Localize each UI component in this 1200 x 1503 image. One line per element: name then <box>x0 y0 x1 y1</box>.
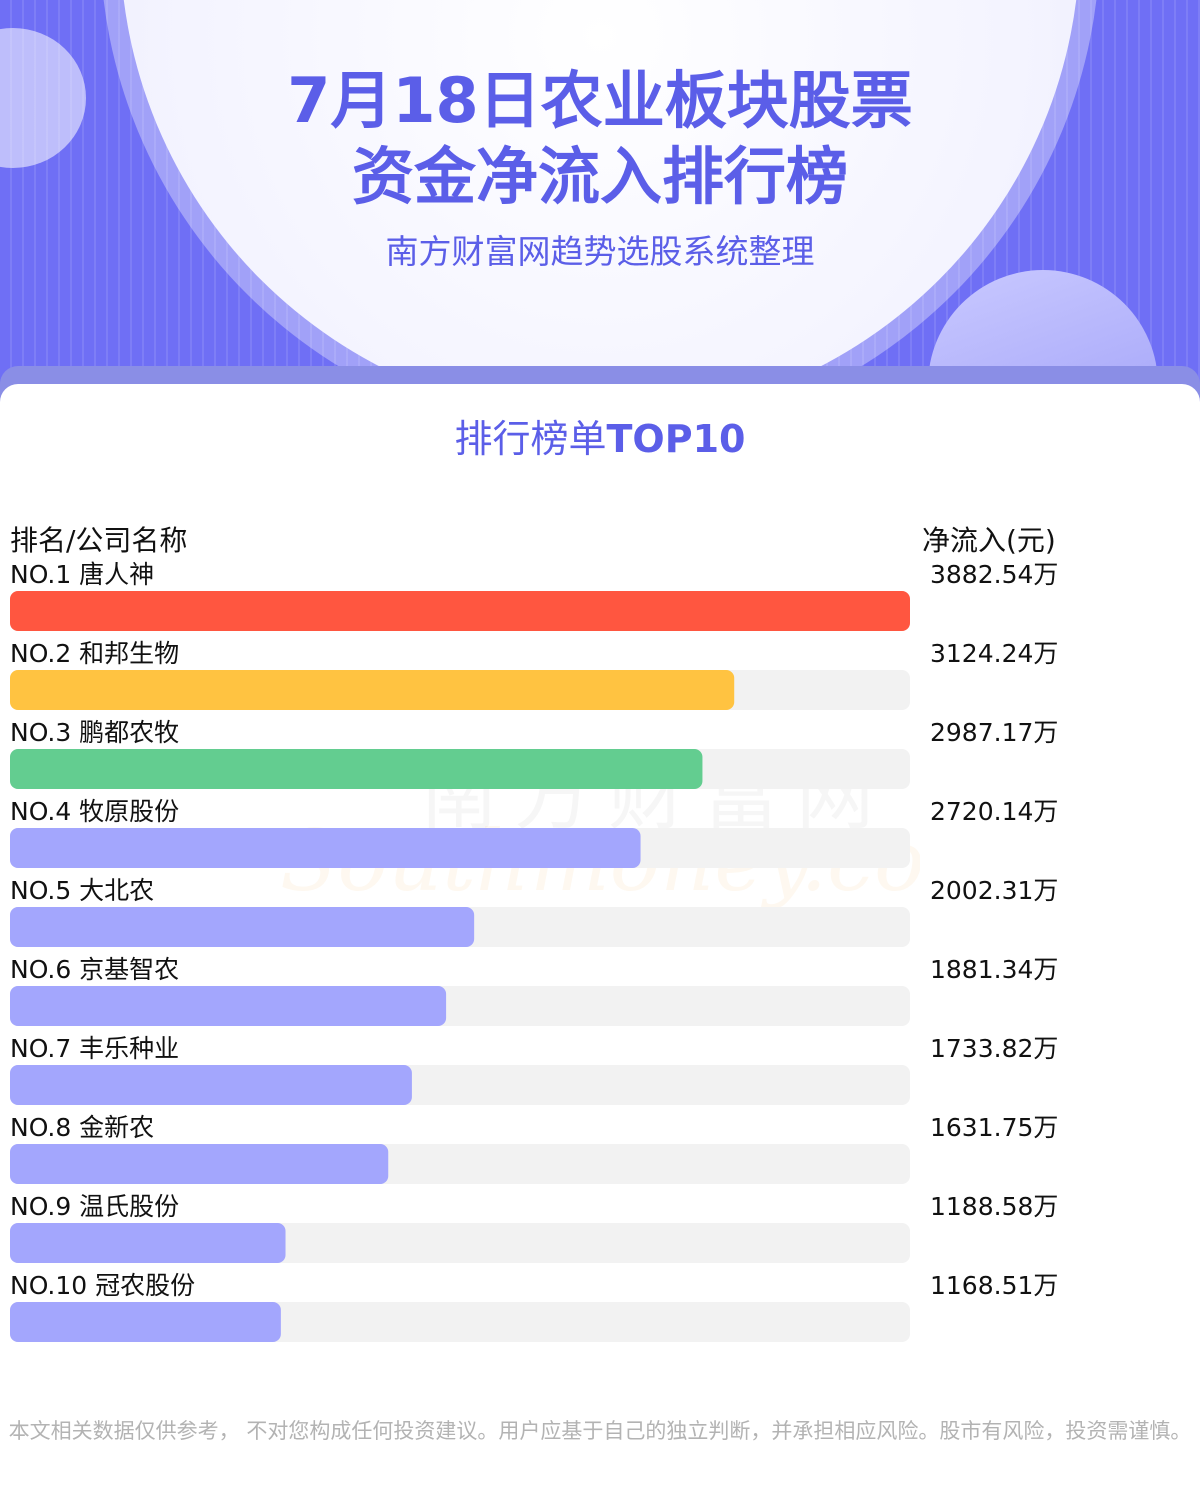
category-label: NO.5 大北农 <box>10 876 154 905</box>
bar <box>10 1065 412 1105</box>
page-subtitle: 南方财富网趋势选股系统整理 <box>385 232 815 271</box>
page-title-line1: 7月18日农业板块股票 <box>287 64 913 137</box>
category-label: NO.9 温氏股份 <box>10 1192 179 1221</box>
disclaimer-text: 本文相关数据仅供参考， 不对您构成任何投资建议。用户应基于自己的独立判断，并承担… <box>8 1419 1192 1443</box>
bar <box>10 1302 281 1342</box>
value-label: 1881.34万 <box>930 955 1058 984</box>
category-label: NO.3 鹏都农牧 <box>10 718 179 747</box>
bar <box>10 828 641 868</box>
bar <box>10 1223 286 1263</box>
section-title: 排行榜单TOP10 <box>0 414 1200 464</box>
bar <box>10 749 703 789</box>
value-label: 1631.75万 <box>930 1113 1058 1142</box>
value-label: 2720.14万 <box>930 797 1058 826</box>
value-label: 2002.31万 <box>930 876 1058 905</box>
bar <box>10 670 735 710</box>
bar <box>10 907 475 947</box>
section-title-text: 排行榜单 <box>454 417 607 461</box>
category-label: NO.2 和邦生物 <box>10 639 179 668</box>
category-label: NO.1 唐人神 <box>10 560 154 589</box>
header-banner: 7月18日农业板块股票 资金净流入排行榜 南方财富网趋势选股系统整理 <box>0 0 1200 400</box>
value-label: 1188.58万 <box>930 1192 1058 1221</box>
category-label: NO.6 京基智农 <box>10 955 179 984</box>
value-label: 3882.54万 <box>930 560 1058 589</box>
category-label: NO.4 牧原股份 <box>10 797 179 826</box>
bar <box>10 1144 389 1184</box>
inflow-bar-chart: NO.1 唐人神 3882.54万 NO.2 和邦生物 3124.24万 NO.3 鹏都… <box>10 560 1058 1342</box>
column-header-inflow: 净流入(元) <box>922 524 1056 557</box>
category-label: NO.8 金新农 <box>10 1113 154 1142</box>
category-label: NO.7 丰乐种业 <box>10 1034 179 1063</box>
value-label: 1733.82万 <box>930 1034 1058 1063</box>
value-label: 1168.51万 <box>930 1271 1058 1300</box>
value-label: 2987.17万 <box>930 718 1058 747</box>
bar <box>10 591 910 631</box>
page-title-line2: 资金净流入排行榜 <box>351 140 848 213</box>
category-label: NO.10 冠农股份 <box>10 1271 195 1300</box>
value-label: 3124.24万 <box>930 639 1058 668</box>
bar <box>10 986 447 1026</box>
section-title-bold: TOP10 <box>606 417 746 461</box>
column-header-company: 排名/公司名称 <box>10 524 188 557</box>
